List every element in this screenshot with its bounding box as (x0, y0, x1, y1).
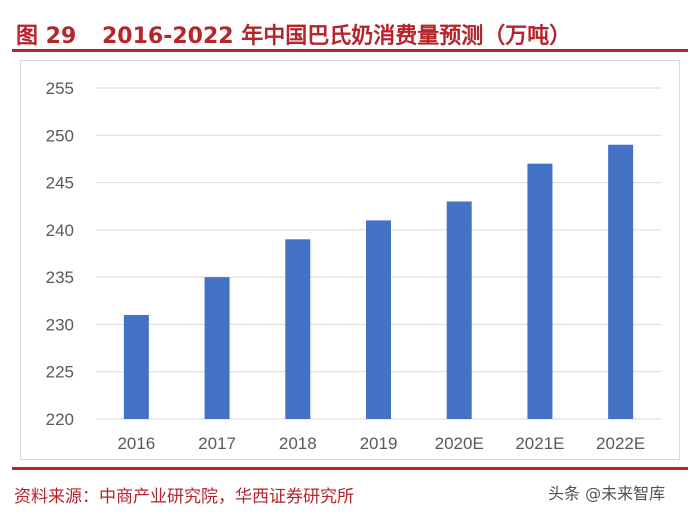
y-tick-label: 240 (46, 221, 74, 240)
bar (366, 220, 391, 419)
bar (123, 314, 149, 419)
x-tick-label: 2016 (117, 434, 155, 453)
bar (285, 239, 311, 419)
bar (446, 201, 472, 419)
x-tick-label: 2020E (435, 434, 484, 453)
watermark: 头条 @未来智库 (548, 484, 666, 503)
x-tick-label: 2017 (198, 434, 236, 453)
x-tick-label: 2019 (360, 434, 398, 453)
bar (608, 144, 634, 419)
bar-chart: 220 225 230 235 240 245 250 255 2016 2017 2018 2019… (46, 79, 661, 453)
y-tick-label: 220 (46, 410, 74, 429)
header-rule (12, 49, 688, 52)
y-tick-label: 225 (46, 363, 74, 382)
x-tick-label: 2021E (515, 434, 564, 453)
footer-rule (12, 467, 688, 470)
y-tick-label: 230 (46, 315, 74, 334)
figure-label: 图 29 (16, 24, 77, 49)
figure-title: 2016-2022 年中国巴氏奶消费量预测（万吨） (102, 24, 572, 49)
bar (204, 277, 230, 419)
figure-header: 图 29 2016-2022 年中国巴氏奶消费量预测（万吨） (12, 10, 688, 49)
source-note: 资料来源：中商产业研究院，华西证券研究所 (14, 487, 354, 507)
y-tick-label: 245 (46, 174, 74, 193)
bar (527, 163, 553, 419)
x-tick-label: 2018 (279, 434, 317, 453)
y-tick-label: 235 (46, 268, 74, 287)
chart-frame: 220 225 230 235 240 245 250 255 2016 2017 2018 2019… (20, 60, 680, 460)
y-tick-label: 250 (46, 126, 74, 145)
y-tick-label: 255 (46, 79, 74, 98)
x-tick-label: 2022E (596, 434, 645, 453)
